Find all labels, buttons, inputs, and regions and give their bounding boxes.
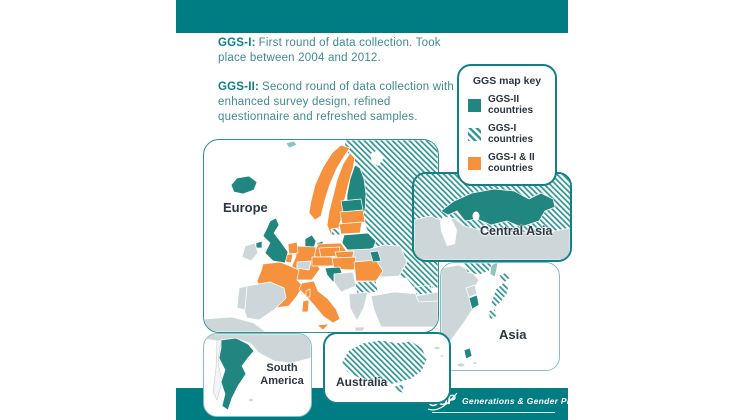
russia-far-east [462, 263, 494, 276]
north-africa [204, 316, 267, 332]
north-korea [465, 284, 478, 298]
description-block: GGS-I: First round of data collection. To… [218, 36, 460, 139]
country-uk [262, 217, 289, 264]
white-sea [370, 150, 384, 166]
europe-map-panel: Europe [203, 139, 439, 333]
map-key-item-label: GGS-I & II countries [488, 152, 535, 174]
australia-map-panel: Australia [323, 332, 451, 404]
country-greece [348, 291, 369, 322]
island-new-caledonia [433, 346, 441, 350]
country-austria [311, 256, 336, 267]
map-key-item-ggs1and2: GGS-I & II countries [468, 152, 555, 174]
map-key-title: GGS map key [472, 75, 542, 87]
country-australia [341, 339, 428, 385]
falkland-islands [248, 398, 254, 402]
crete [354, 326, 366, 332]
map-key-item-label: GGS-I countries [488, 123, 534, 145]
country-portugal [236, 285, 248, 311]
corsica [305, 288, 311, 298]
ggs2-description: GGS-II: Second round of data collection w… [218, 80, 460, 125]
country-kazakhstan [440, 188, 556, 228]
hatched-teal-swatch [468, 127, 481, 141]
asia-label: Asia [499, 327, 527, 342]
australia-map [341, 339, 445, 394]
sakhalin [489, 263, 499, 278]
map-key-item-label: GGS-II countries [488, 94, 534, 116]
ggs1-text: First round of data collection. Took pla… [218, 37, 441, 64]
ggs2-term: GGS-II: [218, 81, 260, 93]
central-asia-map-panel: Central Asia [412, 172, 572, 262]
country-norway [308, 144, 351, 221]
central-asia-map [414, 174, 570, 260]
tasmania [394, 383, 405, 394]
aral-sea [472, 211, 480, 221]
country-lithuania [338, 221, 363, 235]
south-america-label: South America [256, 362, 308, 387]
svalbard [285, 140, 298, 149]
sicily [316, 323, 330, 331]
asia-map [441, 263, 511, 368]
small-island-1 [456, 362, 466, 368]
caspian-sea [440, 216, 457, 246]
australia-label: Australia [336, 375, 388, 389]
asia-map-panel: Asia [440, 262, 560, 371]
japan-kyushu [487, 308, 498, 321]
europe-label: Europe [223, 200, 268, 215]
country-argentina-uruguay [218, 337, 255, 411]
country-chile [212, 339, 223, 401]
footer-rule [432, 412, 555, 413]
map-key: GGS map key GGS-II countries GGS-I count… [457, 64, 557, 186]
south-america-label-line2: America [260, 374, 304, 387]
map-key-item-ggs2: GGS-II countries [468, 94, 555, 116]
country-serbia-bosnia [333, 271, 357, 293]
country-spain [240, 281, 287, 321]
ggs1-description: GGS-I: First round of data collection. To… [218, 36, 460, 66]
solid-teal-swatch [468, 98, 481, 112]
ggp-logo: GGP [426, 389, 460, 415]
country-bulgaria [354, 280, 379, 295]
japan-hokkaido [498, 271, 511, 284]
northern-countries [204, 334, 311, 364]
japan-honshu [490, 282, 510, 309]
europe-map [204, 140, 438, 332]
island-small [439, 354, 445, 358]
country-south-korea [468, 294, 480, 310]
south-america-map [204, 334, 311, 411]
country-hungary [331, 256, 357, 271]
country-taiwan [463, 347, 473, 360]
country-moldova [369, 250, 382, 263]
solid-orange-swatch [468, 156, 481, 170]
ggs1-term: GGS-I: [218, 37, 256, 49]
ggs2-text: Second round of data collection with enh… [218, 81, 454, 123]
country-ireland [241, 242, 259, 262]
small-island-2 [472, 361, 478, 365]
central-asia-label: Central Asia [480, 224, 553, 238]
country-iceland [230, 175, 258, 195]
footer-programme-name: Generations & Gender Programme [462, 396, 611, 406]
kaliningrad [330, 227, 341, 236]
south-america-label-line1: South [266, 362, 298, 374]
south-america-map-panel: South America [203, 333, 312, 417]
ggp-logo-swoosh [427, 392, 458, 411]
sardinia [301, 299, 310, 313]
country-switzerland [296, 260, 312, 271]
country-netherlands [287, 241, 299, 255]
country-latvia [339, 209, 366, 225]
map-key-item-ggs1: GGS-I countries [468, 123, 555, 145]
caucasus [415, 291, 438, 303]
header-bar [176, 0, 568, 33]
northern-ireland [255, 240, 263, 249]
